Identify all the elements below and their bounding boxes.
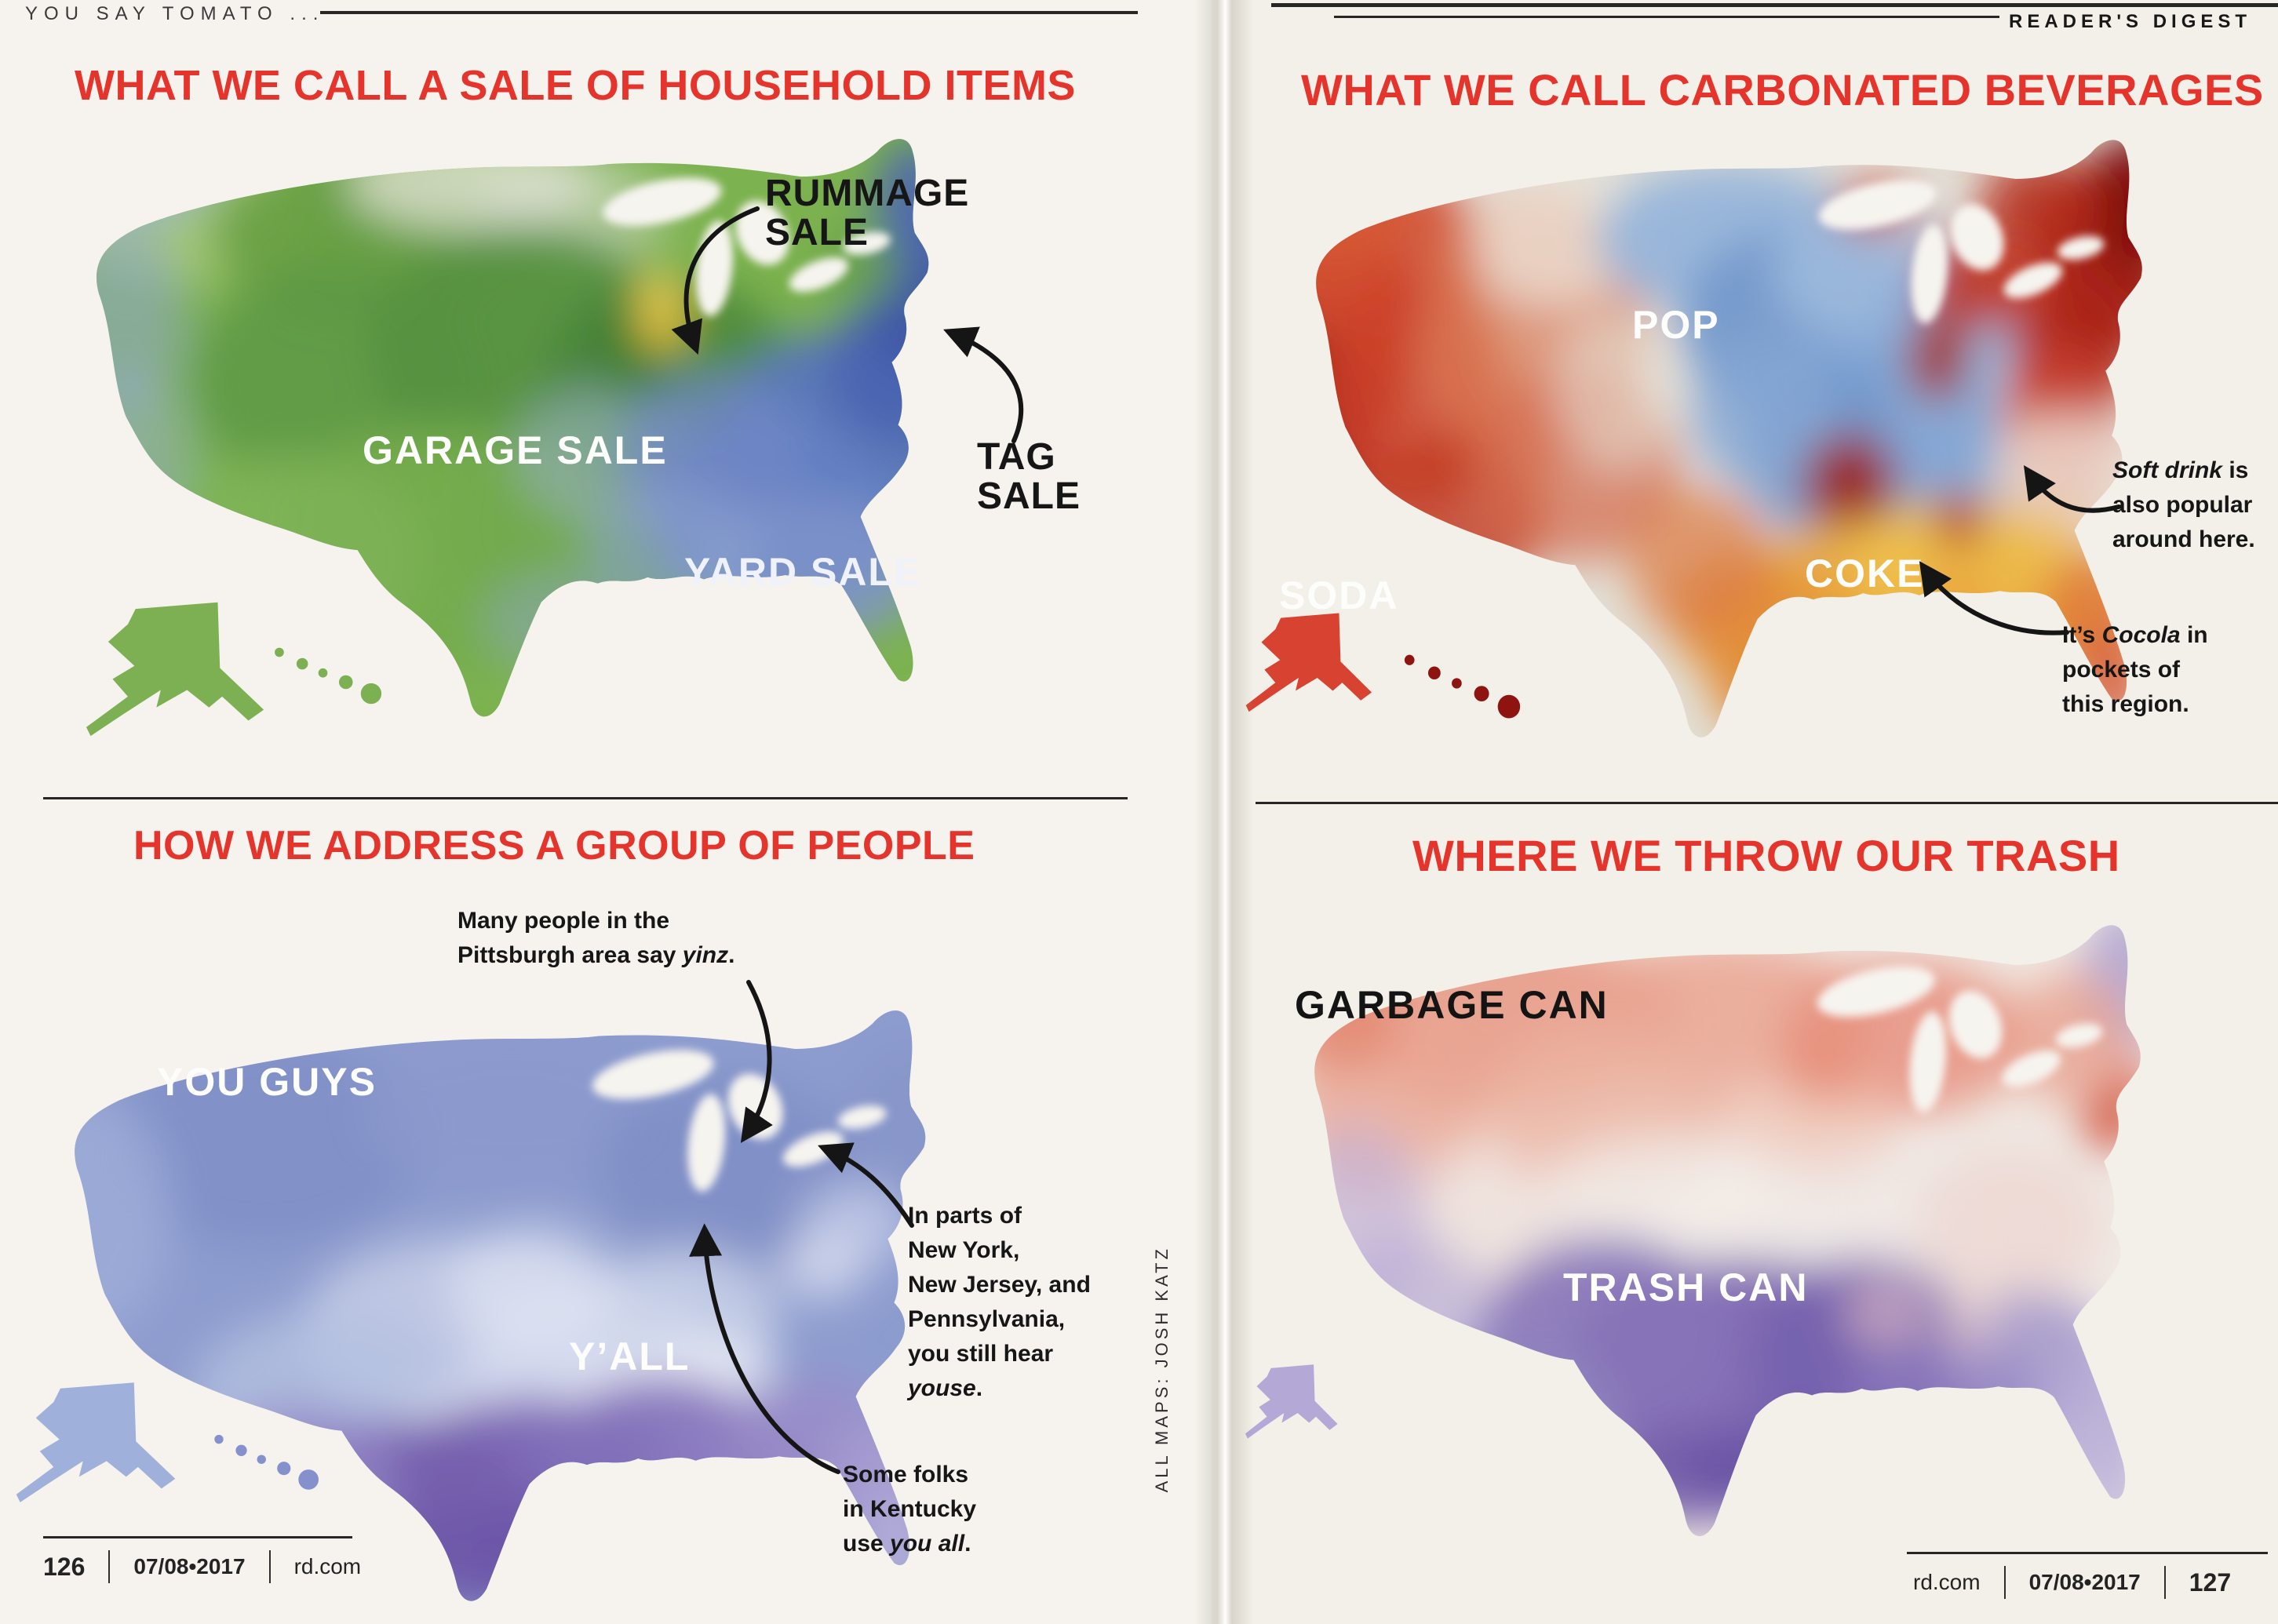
- annotation-tag-sale: TAG SALE: [977, 438, 1081, 516]
- title-trash-map: WHERE WE THROW OUR TRASH: [1412, 831, 2120, 880]
- annotation-line: TAG: [977, 436, 1056, 478]
- page-number-right: 127: [2189, 1568, 2232, 1597]
- annotation-soft-drink: Soft drink is also popular around here.: [2112, 453, 2255, 557]
- annotation-line: pockets of: [2062, 657, 2181, 683]
- site-link-right: rd.com: [1913, 1570, 1981, 1594]
- footer-right-rule: [1907, 1552, 2268, 1554]
- annotation-rummage-sale: RUMMAGE SALE: [765, 174, 969, 253]
- group-map: [16, 1010, 926, 1601]
- site-link-left: rd.com: [293, 1554, 362, 1578]
- maps-credit: ALL MAPS: JOSH KATZ: [1152, 1246, 1172, 1493]
- page-number-left: 126: [43, 1552, 86, 1581]
- region-label-you-guys: YOU GUYS: [157, 1060, 377, 1104]
- annotation-cocola: It’s Cocola in pockets of this region.: [2062, 618, 2208, 722]
- annotation-line: In parts of: [908, 1203, 1022, 1229]
- publication-name: READER'S DIGEST: [2009, 11, 2252, 32]
- annotation-line: SALE: [977, 475, 1081, 517]
- right-page-top-rule: [1271, 3, 2278, 7]
- annotation-line: Soft drink is: [2112, 457, 2249, 483]
- region-label-coke: COKE: [1805, 552, 1925, 595]
- annotation-line: also popular: [2112, 492, 2253, 518]
- region-label-pop: POP: [1632, 303, 1720, 347]
- footer-divider: [108, 1550, 111, 1583]
- annotation-line: Pennsylvania,: [908, 1306, 1066, 1332]
- annotation-line: in Kentucky: [843, 1496, 977, 1522]
- soft-drink-arrow: [2023, 465, 2121, 513]
- kicker-rule: [320, 11, 1138, 14]
- title-sale-map: WHAT WE CALL A SALE OF HOUSEHOLD ITEMS: [75, 62, 1076, 109]
- annotation-you-all: Some folks in Kentucky use you all.: [843, 1458, 976, 1561]
- annotation-line: around here.: [2112, 526, 2255, 552]
- region-label-garbage-can: GARBAGE CAN: [1295, 983, 1609, 1027]
- torn-page-edge: [1194, 0, 1254, 1624]
- annotation-line: Some folks: [843, 1462, 969, 1487]
- region-label-yall: Y’ALL: [569, 1335, 691, 1378]
- annotation-youse: In parts of New York, New Jersey, and Pe…: [908, 1199, 1091, 1406]
- cocola-arrow: [1919, 561, 2069, 635]
- annotation-line: use you all.: [843, 1531, 971, 1557]
- region-label-garage-sale: GARAGE SALE: [363, 428, 668, 472]
- you-all-arrow: [689, 1223, 840, 1474]
- title-beverages-map: WHAT WE CALL CARBONATED BEVERAGES: [1301, 65, 2264, 115]
- annotation-line: this region.: [2062, 691, 2189, 717]
- tag-arrow: [943, 326, 1024, 443]
- footer-divider: [2003, 1566, 2006, 1599]
- annotation-line: New York,: [908, 1237, 1020, 1263]
- issue-date-left: 07/08•2017: [133, 1554, 246, 1578]
- beverages-map: [1245, 140, 2142, 737]
- footer-left: 126 07/08•2017 rd.com: [43, 1550, 361, 1583]
- right-section-divider: [1256, 802, 2278, 804]
- annotation-line: New Jersey, and: [908, 1272, 1091, 1298]
- kicker-text: YOU SAY TOMATO ...: [25, 3, 325, 24]
- annotation-line: It’s Cocola in: [2062, 622, 2208, 648]
- footer-left-rule: [43, 1536, 352, 1538]
- region-label-yard-sale: YARD SALE: [684, 550, 922, 594]
- annotation-line: youse.: [908, 1375, 983, 1401]
- publication-rule: [1334, 16, 1999, 18]
- annotation-line: you still hear: [908, 1341, 1054, 1367]
- annotation-line: SALE: [765, 212, 869, 253]
- sale-map: [86, 139, 929, 737]
- annotation-line: Pittsburgh area say yinz.: [457, 942, 735, 968]
- trash-map: [1245, 925, 2141, 1536]
- footer-divider: [2163, 1566, 2166, 1599]
- title-group-map: HOW WE ADDRESS A GROUP OF PEOPLE: [133, 823, 975, 868]
- annotation-line: RUMMAGE: [765, 173, 970, 214]
- region-label-trash-can: TRASH CAN: [1563, 1265, 1809, 1309]
- footer-right: rd.com 07/08•2017 127: [1913, 1566, 2231, 1599]
- footer-divider: [268, 1550, 271, 1583]
- annotation-yinz: Many people in the Pittsburgh area say y…: [457, 904, 734, 973]
- left-section-divider: [43, 797, 1128, 799]
- annotation-line: Many people in the: [457, 908, 670, 934]
- rummage-arrow: [671, 206, 760, 355]
- youse-arrow: [818, 1142, 914, 1228]
- region-label-soda: SODA: [1279, 573, 1399, 617]
- yinz-arrow: [740, 980, 773, 1143]
- issue-date-right: 07/08•2017: [2028, 1570, 2141, 1594]
